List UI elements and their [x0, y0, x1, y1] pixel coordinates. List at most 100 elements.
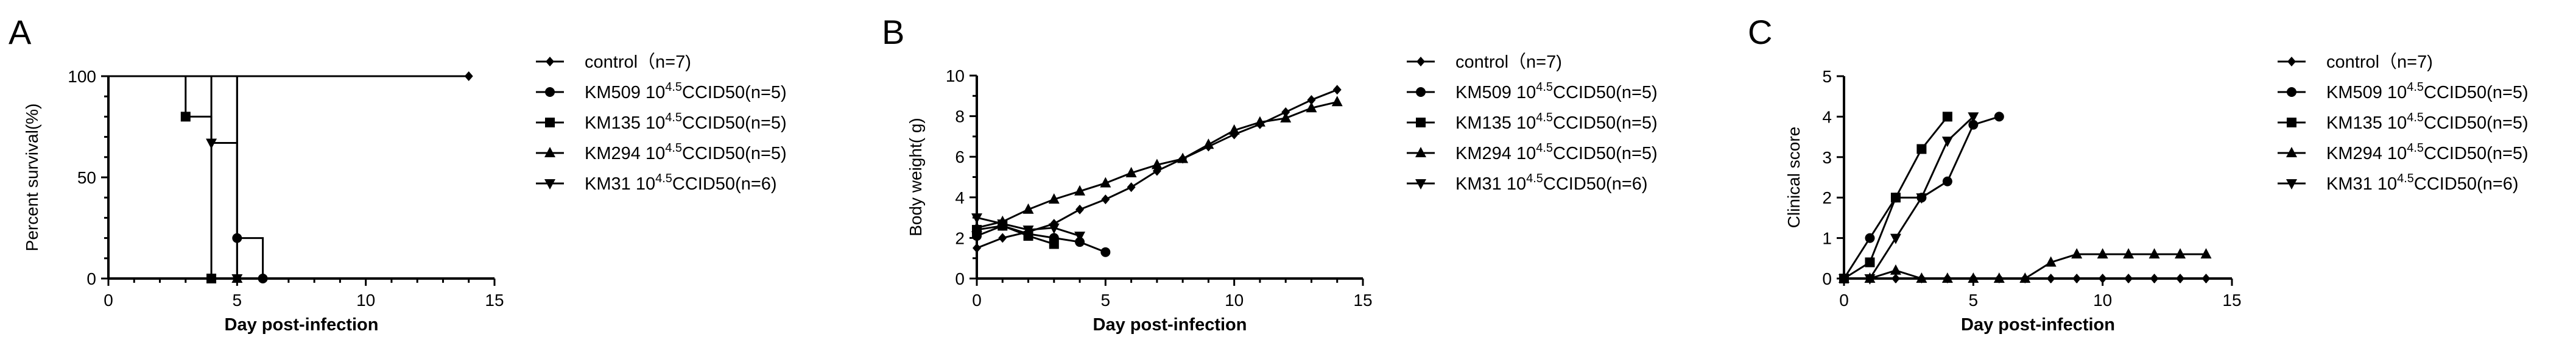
- legend-label-main: KM294 10: [1455, 144, 1536, 163]
- legend-label: control（n=7): [2326, 52, 2433, 72]
- legend-label: control（n=7): [585, 52, 691, 72]
- triangle-up-marker: [1306, 102, 1317, 113]
- diamond-marker: [1891, 274, 1900, 283]
- triangle-down-marker: [1941, 137, 1953, 147]
- x-tick-label: 0: [1839, 291, 1849, 310]
- legend-label-sup: 4.5: [1536, 80, 1553, 94]
- legend-circle-marker: [545, 87, 555, 97]
- triangle-up-marker: [1228, 124, 1240, 135]
- legend-item: KM31 104.5CCID50(n=6): [2278, 172, 2519, 194]
- triangle-up-marker: [1125, 166, 1137, 177]
- legend-triangle-up-marker: [544, 147, 555, 157]
- y-axis-title: Clinical score: [1784, 127, 1803, 229]
- diamond-marker: [1127, 182, 1136, 193]
- legend-item: KM294 104.5CCID50(n=5): [1407, 141, 1658, 163]
- triangle-down-marker: [1022, 225, 1034, 236]
- legend-item: KM31 104.5CCID50(n=6): [536, 172, 777, 194]
- legend-item: KM135 104.5CCID50(n=5): [2278, 111, 2528, 133]
- triangle-up-marker: [1916, 272, 1927, 283]
- legend-label-sup: 4.5: [2397, 172, 2414, 185]
- y-tick-label: 10: [946, 66, 965, 85]
- diamond-marker: [2176, 274, 2185, 283]
- square-marker: [206, 274, 217, 283]
- series-circle: [972, 221, 1111, 257]
- legend-label: KM31 104.5CCID50(n=6): [1455, 172, 1648, 194]
- circle-marker: [1100, 247, 1111, 257]
- panel-c: C 0 5 10 15 0 1 2 3 4 5 Day post-infection Clinical …: [1748, 13, 2528, 335]
- y-tick-label: 5: [1822, 67, 1832, 86]
- triangle-down-marker: [997, 219, 1008, 230]
- legend-label: KM294 104.5CCID50(n=5): [585, 141, 787, 163]
- x-tick-label: 15: [2222, 291, 2241, 310]
- legend-label: KM294 104.5CCID50(n=5): [2326, 141, 2528, 163]
- legend-label-suffix: CCID50(n=6): [2414, 174, 2519, 194]
- legend-label-sup: 4.5: [655, 172, 672, 185]
- legend-label-suffix: CCID50(n=5): [1553, 83, 1658, 102]
- x-tick-label: 5: [1101, 291, 1111, 310]
- legend-diamond-marker: [546, 57, 554, 66]
- square-marker: [1049, 239, 1059, 249]
- x-tick-label: 0: [972, 291, 982, 310]
- legend-label: KM509 104.5CCID50(n=5): [585, 80, 787, 102]
- series-square: [108, 75, 217, 283]
- triangle-up-marker: [1022, 203, 1034, 214]
- legend-label-sup: 4.5: [665, 111, 682, 124]
- legend-label-sup: 4.5: [1526, 172, 1543, 185]
- series-triangle-down: [108, 75, 243, 285]
- circle-marker: [258, 274, 268, 283]
- y-tick-label: 4: [955, 188, 965, 207]
- legend-label-main: KM31 10: [1455, 174, 1526, 194]
- legend-label-suffix: CCID50(n=5): [1553, 144, 1658, 163]
- legend-label: KM135 104.5CCID50(n=5): [1455, 111, 1658, 133]
- x-axis-title: Day post-infection: [225, 315, 379, 335]
- triangle-up-marker: [2200, 248, 2212, 259]
- series-circle: [108, 75, 268, 283]
- square-marker: [1916, 144, 1927, 154]
- legend-label-main: control（n=7): [1455, 52, 1562, 72]
- legend-label-suffix: CCID50(n=6): [1543, 174, 1648, 194]
- legend-triangle-up-marker: [2286, 147, 2297, 157]
- triangle-up-marker: [2019, 272, 2031, 283]
- triangle-up-marker: [1890, 264, 1901, 275]
- legend-label-suffix: CCID50(n=6): [672, 174, 777, 194]
- circle-marker: [1942, 176, 1952, 186]
- legend-triangle-down-marker: [2286, 179, 2297, 190]
- triangle-down-marker: [206, 138, 217, 149]
- legend-item: control（n=7): [2278, 52, 2433, 72]
- legend-triangle-down-marker: [544, 179, 555, 190]
- panel-label: C: [1748, 13, 1772, 51]
- series-line: [976, 224, 1055, 245]
- legend-label-main: control（n=7): [585, 52, 691, 72]
- legend-item: KM31 104.5CCID50(n=6): [1407, 172, 1648, 194]
- triangle-up-marker: [2148, 248, 2160, 259]
- triangle-up-marker: [2175, 248, 2186, 259]
- legend: control（n=7)KM509 104.5CCID50(n=5)KM135 …: [536, 52, 787, 194]
- legend-label-sup: 4.5: [2407, 111, 2424, 124]
- legend-label-sup: 4.5: [2407, 141, 2424, 155]
- legend-square-marker: [2287, 118, 2296, 127]
- x-axis-title: Day post-infection: [1093, 315, 1247, 335]
- y-tick-label: 50: [77, 168, 96, 187]
- legend-item: KM509 104.5CCID50(n=5): [2278, 80, 2528, 102]
- triangle-up-marker: [2123, 248, 2134, 259]
- legend-label-main: KM294 10: [2326, 144, 2407, 163]
- x-tick-label: 15: [1353, 291, 1372, 310]
- x-tick-label: 10: [2093, 291, 2112, 310]
- legend-item: KM294 104.5CCID50(n=5): [2278, 141, 2528, 163]
- triangle-down-marker: [971, 213, 982, 224]
- triangle-up-marker: [1074, 185, 1086, 196]
- y-tick-label: 0: [86, 269, 96, 288]
- legend-label: KM135 104.5CCID50(n=5): [2326, 111, 2528, 133]
- legend-label-main: KM509 10: [585, 83, 665, 102]
- triangle-up-marker: [2071, 248, 2083, 259]
- diamond-marker: [1101, 194, 1110, 205]
- legend-label-suffix: CCID50(n=5): [1553, 113, 1658, 133]
- triangle-up-marker: [1968, 272, 1979, 283]
- triangle-down-marker: [1864, 274, 1876, 285]
- legend-label-main: control（n=7): [2326, 52, 2433, 72]
- series-triangle-up: [1839, 248, 2212, 283]
- y-tick-label: 2: [955, 229, 965, 247]
- legend-item: KM135 104.5CCID50(n=5): [1407, 111, 1658, 133]
- series-triangle-up: [971, 96, 1343, 232]
